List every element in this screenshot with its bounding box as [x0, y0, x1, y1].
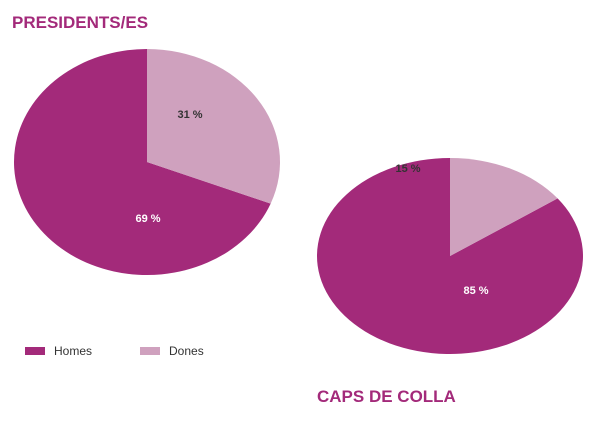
pie-slice-homes	[14, 49, 271, 275]
slice-label-homes: 85 %	[463, 285, 488, 297]
legend: Homes Dones	[25, 344, 252, 358]
pie-slice-dones	[450, 158, 558, 256]
pie-slice-dones	[147, 49, 281, 204]
legend-label-dones: Dones	[169, 344, 204, 358]
pie-caps-de-colla: 85 % 15 %	[317, 158, 583, 354]
chart-title-presidents: PRESIDENTS/ES	[12, 13, 149, 32]
legend-label-homes: Homes	[54, 344, 93, 358]
legend-item-dones: Dones	[140, 344, 204, 358]
chart-title-caps-de-colla: CAPS DE COLLA	[317, 387, 456, 406]
legend-swatch-homes	[25, 347, 45, 355]
pie-presidents: 69 % 31 %	[14, 49, 281, 275]
slice-label-dones: 31 %	[177, 109, 202, 121]
slice-label-dones: 15 %	[395, 163, 420, 175]
legend-item-homes: Homes	[25, 344, 92, 358]
legend-swatch-dones	[140, 347, 161, 355]
slice-label-homes: 69 %	[135, 213, 160, 225]
